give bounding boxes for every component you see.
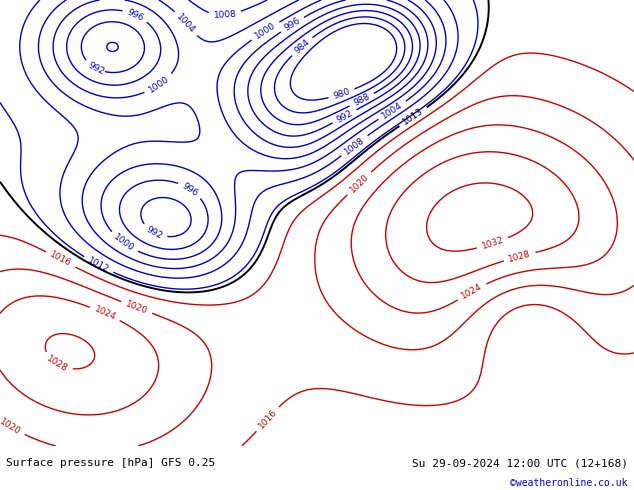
- Text: 1028: 1028: [507, 249, 532, 264]
- Text: 1008: 1008: [342, 135, 366, 156]
- Text: 1020: 1020: [0, 416, 22, 436]
- Text: 1032: 1032: [481, 236, 505, 251]
- Text: 1020: 1020: [347, 172, 370, 195]
- Text: 980: 980: [332, 87, 351, 100]
- Text: 1000: 1000: [253, 21, 278, 41]
- Text: Su 29-09-2024 12:00 UTC (12+168): Su 29-09-2024 12:00 UTC (12+168): [411, 458, 628, 468]
- Text: 992: 992: [87, 61, 106, 76]
- Text: 1016: 1016: [48, 250, 73, 269]
- Text: 992: 992: [335, 108, 354, 124]
- Text: 988: 988: [352, 92, 372, 108]
- Text: 1004: 1004: [175, 12, 197, 35]
- Text: 1000: 1000: [112, 232, 136, 253]
- Text: 1012: 1012: [86, 256, 111, 274]
- Text: 1016: 1016: [256, 408, 278, 431]
- Text: 1024: 1024: [93, 305, 117, 322]
- Text: 996: 996: [181, 181, 200, 198]
- Text: ©weatheronline.co.uk: ©weatheronline.co.uk: [510, 478, 628, 488]
- Text: 1020: 1020: [124, 299, 149, 316]
- Text: 1028: 1028: [45, 354, 69, 374]
- Text: 996: 996: [283, 16, 302, 33]
- Text: 1000: 1000: [147, 74, 171, 95]
- Text: 984: 984: [292, 37, 311, 55]
- Text: 1024: 1024: [460, 282, 484, 301]
- Text: 1004: 1004: [380, 100, 404, 121]
- Text: 992: 992: [145, 224, 164, 241]
- Text: 996: 996: [126, 7, 145, 23]
- Text: 1008: 1008: [213, 10, 236, 20]
- Text: 1013: 1013: [401, 106, 425, 127]
- Text: Surface pressure [hPa] GFS 0.25: Surface pressure [hPa] GFS 0.25: [6, 458, 216, 468]
